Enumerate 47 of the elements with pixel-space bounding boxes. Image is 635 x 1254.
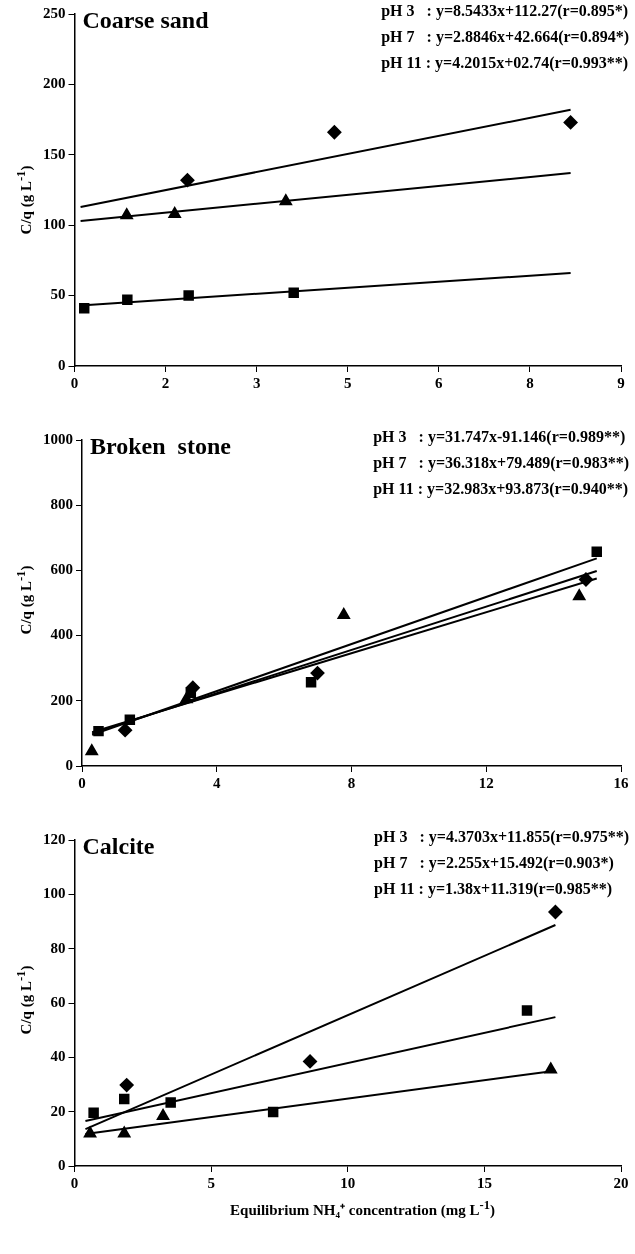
annotation: pH 7 : y=36.318x+79.489(r=0.983**) <box>373 454 629 473</box>
x-tick-label: 9 <box>617 374 625 391</box>
y-tick-label: 250 <box>43 4 66 21</box>
y-tick-label: 60 <box>50 993 66 1010</box>
annotation: pH 7 : y=2.8846x+42.664(r=0.894*) <box>381 28 629 47</box>
x-tick-label: 4 <box>213 774 221 791</box>
y-tick-label: 200 <box>50 691 73 708</box>
annotation: pH 7 : y=2.255x+15.492(r=0.903*) <box>374 854 614 873</box>
y-tick-label: 600 <box>50 561 73 578</box>
x-tick-label: 20 <box>613 1174 629 1191</box>
y-tick-label: 50 <box>50 286 66 303</box>
y-tick-label: 200 <box>43 75 66 92</box>
x-axis-title: Equilibrium NH₄⁺ concentration (mg L$^{-1}$) <box>229 1198 496 1219</box>
x-tick-label: 5 <box>207 1174 215 1191</box>
y-tick-label: 0 <box>65 756 73 773</box>
x-tick-label: 0 <box>78 774 86 791</box>
y-tick-label: 0 <box>58 356 66 373</box>
y-tick-label: 40 <box>50 1048 66 1065</box>
annotation: pH 3 : y=4.3703x+11.855(r=0.975**) <box>374 828 630 847</box>
x-tick-label: 16 <box>613 774 629 791</box>
y-tick-label: 400 <box>50 626 73 643</box>
x-tick-label: 5 <box>344 374 352 391</box>
annotation: pH 11 : y=1.38x+11.319(r=0.985**) <box>374 880 613 899</box>
x-tick-label: 3 <box>252 374 261 391</box>
chart-title: Broken stone <box>90 433 232 460</box>
y-tick-label: 800 <box>50 496 73 513</box>
annotation: pH 11 : y=32.983x+93.873(r=0.940**) <box>373 480 629 499</box>
x-tick-label: 8 <box>347 774 356 791</box>
y-tick-label: 1000 <box>43 430 73 447</box>
y-tick-label: 100 <box>43 216 66 233</box>
y-tick-label: 0 <box>58 1156 66 1173</box>
y-tick-label: 20 <box>50 1102 66 1119</box>
y-tick-label: 80 <box>50 939 66 956</box>
y-tick-label: 150 <box>43 145 66 162</box>
x-tick-label: 15 <box>476 1174 492 1191</box>
annotation: pH 3 : y=8.5433x+112.27(r=0.895*) <box>381 2 629 21</box>
y-tick-label: 100 <box>43 885 66 902</box>
annotation: pH 11 : y=4.2015x+02.74(r=0.993**) <box>381 54 629 73</box>
x-tick-label: 10 <box>340 1174 356 1191</box>
x-tick-label: 12 <box>478 774 494 791</box>
x-tick-label: 6 <box>435 374 444 391</box>
y-tick-label: 120 <box>43 830 66 847</box>
chart-title: Calcite <box>82 833 155 860</box>
x-tick-label: 8 <box>526 374 534 391</box>
x-tick-label: 2 <box>161 374 170 391</box>
chart-title: Coarse sand <box>82 7 210 34</box>
annotation: pH 3 : y=31.747x-91.146(r=0.989**) <box>373 428 626 447</box>
